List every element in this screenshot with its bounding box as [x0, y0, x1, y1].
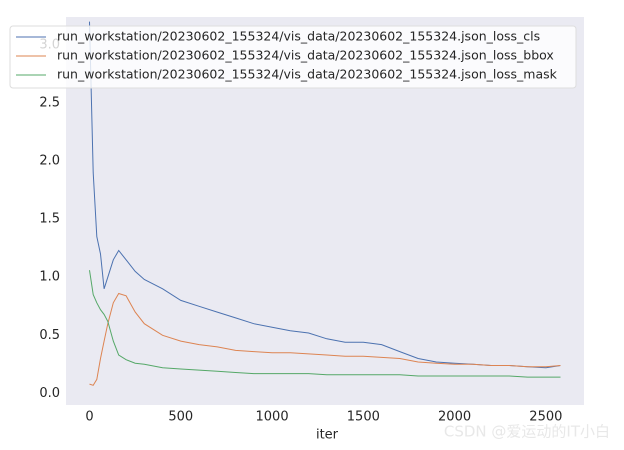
line [89, 270, 561, 378]
legend-label: run_workstation/20230602_155324/vis_data… [57, 48, 554, 63]
legend: run_workstation/20230602_155324/vis_data… [9, 25, 577, 89]
y-tick-label: 2.0 [39, 154, 60, 169]
x-tick-label: 0 [85, 410, 93, 425]
x-tick-label: 2000 [438, 410, 471, 425]
watermark: CSDN @爱运动的IT小白 [444, 423, 610, 441]
y-tick-label: 0.5 [39, 328, 60, 343]
line [89, 21, 561, 369]
line [89, 292, 561, 386]
legend-box [9, 25, 577, 89]
x-tick-label: 1000 [256, 410, 289, 425]
y-tick-label: 0.0 [39, 386, 60, 401]
x-tick-label: 1500 [347, 410, 380, 425]
y-tick-label: 2.5 [39, 95, 60, 110]
x-axis-label: iter [316, 428, 339, 443]
legend-label: run_workstation/20230602_155324/vis_data… [57, 67, 558, 82]
x-tick-label: 2500 [529, 410, 562, 425]
x-tick-label: 500 [168, 410, 193, 425]
legend-label: run_workstation/20230602_155324/vis_data… [57, 29, 540, 44]
y-tick-label: 1.5 [39, 212, 60, 227]
y-tick-label: 1.0 [39, 270, 60, 285]
